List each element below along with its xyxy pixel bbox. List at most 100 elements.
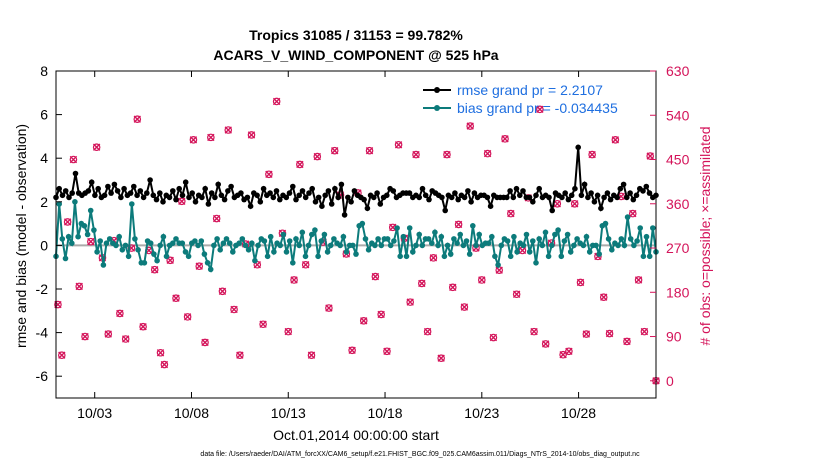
rmse-point: [186, 194, 192, 201]
obs-possible-marker: [54, 300, 62, 309]
bias-point: [337, 242, 344, 249]
obs-count-point: [437, 354, 445, 362]
obs-possible-marker: [348, 346, 356, 355]
obs-assimilated-marker: [412, 150, 420, 159]
obs-assimilated-marker: [265, 170, 273, 178]
obs-possible-marker: [296, 160, 304, 169]
bias-point: [331, 236, 337, 242]
rmse-point: [614, 194, 620, 201]
bias-point: [81, 223, 88, 229]
obs-possible-marker: [218, 287, 227, 296]
bias-point: [312, 227, 318, 233]
rmse-point: [585, 194, 591, 201]
obs-assimilated-marker: [92, 143, 101, 151]
bias-point: [318, 238, 325, 244]
obs-count-point: [330, 146, 339, 155]
obs-possible-marker: [423, 327, 432, 336]
rmse-point: [588, 190, 594, 196]
obs-count-point: [483, 149, 492, 158]
rmse-point: [607, 196, 614, 203]
rmse-point: [101, 192, 108, 199]
rmse-point: [247, 203, 254, 209]
rmse-point: [361, 196, 367, 203]
obs-assimilated-marker: [565, 347, 573, 355]
bias-point: [132, 236, 138, 242]
obs-count-point: [605, 329, 614, 338]
rmse-point: [335, 194, 342, 201]
bias-point: [359, 220, 366, 227]
obs-possible-marker: [224, 126, 233, 134]
obs-possible-marker: [443, 150, 451, 159]
bias-point: [72, 199, 78, 205]
y-tick-label: -4: [36, 325, 49, 341]
y-right-tick-label: 540: [666, 107, 690, 123]
obs-count-point: [599, 293, 608, 301]
obs-assimilated-marker: [207, 133, 215, 142]
bias-point: [129, 201, 135, 207]
obs-count-point: [623, 337, 631, 346]
obs-count-point: [507, 209, 515, 218]
rmse-point: [108, 190, 114, 196]
rmse-point: [484, 194, 491, 201]
rmse-point: [173, 196, 179, 203]
bias-point: [299, 229, 306, 236]
rmse-point: [598, 205, 604, 212]
rmse-point: [601, 194, 607, 201]
y-tick-label: 0: [40, 237, 48, 253]
rmse-point: [182, 179, 189, 185]
bias-point: [106, 236, 113, 242]
y-tick-label: 4: [40, 150, 48, 166]
rmse-point: [546, 194, 552, 201]
bias-point: [324, 249, 331, 255]
obs-possible-marker: [160, 360, 169, 369]
bias-point: [255, 242, 261, 249]
rmse-point: [134, 192, 140, 199]
obs-assimilated-marker: [512, 290, 521, 298]
obs-count-point: [133, 115, 142, 123]
obs-possible-marker: [371, 272, 380, 281]
bias-point: [631, 242, 637, 249]
obs-assimilated-marker: [75, 282, 83, 291]
rmse-point: [208, 190, 215, 196]
obs-assimilated-marker: [259, 320, 267, 328]
bias-point: [87, 207, 94, 214]
rmse-point: [526, 194, 533, 201]
bias-point: [394, 225, 400, 231]
obs-possible-marker: [359, 316, 368, 325]
obs-assimilated-marker: [87, 237, 95, 246]
y-tick-label: 8: [40, 63, 48, 79]
bias-point: [242, 242, 249, 249]
bias-point: [593, 242, 599, 249]
y-axis-label: rmse and bias (model - observation): [13, 124, 29, 348]
obs-count-point: [87, 237, 95, 246]
obs-possible-marker: [383, 347, 391, 356]
rmse-point: [328, 201, 335, 207]
bias-point: [280, 231, 287, 238]
obs-count-point: [313, 152, 322, 161]
obs-possible-marker: [207, 133, 215, 142]
bias-point: [378, 242, 385, 249]
obs-count-point: [236, 351, 244, 360]
obs-possible-marker: [412, 150, 420, 159]
obs-possible-marker: [437, 354, 445, 362]
obs-possible-marker: [58, 351, 66, 360]
bias-point: [391, 238, 397, 244]
obs-count-point: [466, 122, 474, 130]
rmse-point: [322, 192, 329, 199]
bias-point: [236, 240, 242, 246]
bias-point: [520, 242, 527, 249]
obs-possible-marker: [406, 298, 414, 306]
bias-point: [596, 251, 602, 257]
obs-assimilated-marker: [588, 150, 596, 159]
bias-point: [309, 231, 315, 238]
obs-possible-marker: [75, 282, 84, 291]
obs-count-point: [611, 136, 620, 144]
obs-assimilated-marker: [429, 254, 438, 262]
obs-count-point: [224, 126, 233, 134]
rmse-point: [127, 190, 134, 196]
rmse-point: [351, 188, 358, 194]
y-right-tick-label: 180: [666, 284, 690, 300]
rmse-point: [218, 192, 225, 199]
rmse-point: [633, 192, 640, 199]
obs-possible-marker: [541, 340, 550, 348]
